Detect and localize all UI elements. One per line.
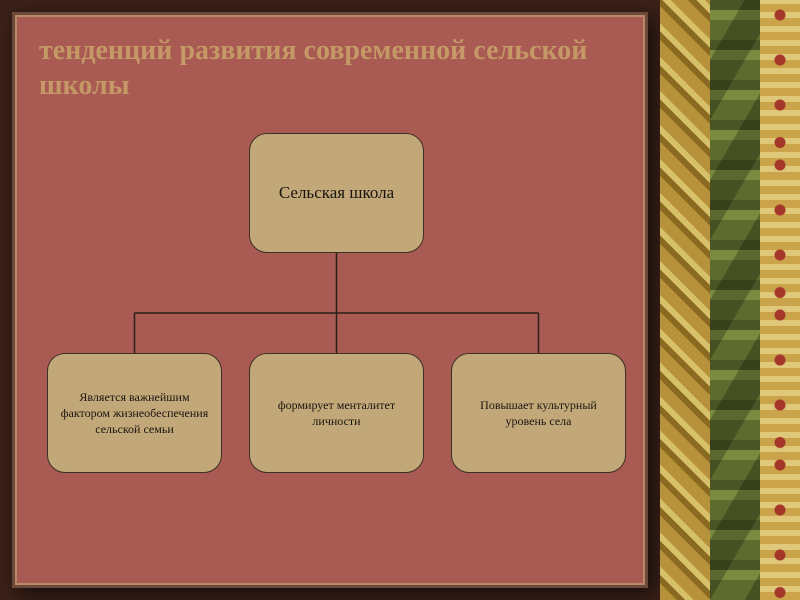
slide-frame: тенденций развития современной сельской … xyxy=(0,0,800,600)
slide-title: тенденций развития современной сельской … xyxy=(39,33,621,103)
deco-strip-green xyxy=(710,0,760,600)
org-tree-diagram: Сельская школаЯвляется важнейшим факторо… xyxy=(39,133,621,563)
tree-child-node-3: Повышает культурный уровень села xyxy=(451,353,626,473)
deco-strip-gold xyxy=(660,0,710,600)
tree-root-node: Сельская школа xyxy=(249,133,424,253)
tree-child-node-2: формирует менталитет личности xyxy=(249,353,424,473)
tree-child-node-1: Является важнейшим фактором жизнеобеспеч… xyxy=(47,353,222,473)
decorative-side-pattern xyxy=(660,0,800,600)
slide-body: тенденций развития современной сельской … xyxy=(12,12,648,588)
deco-strip-floral xyxy=(760,0,800,600)
